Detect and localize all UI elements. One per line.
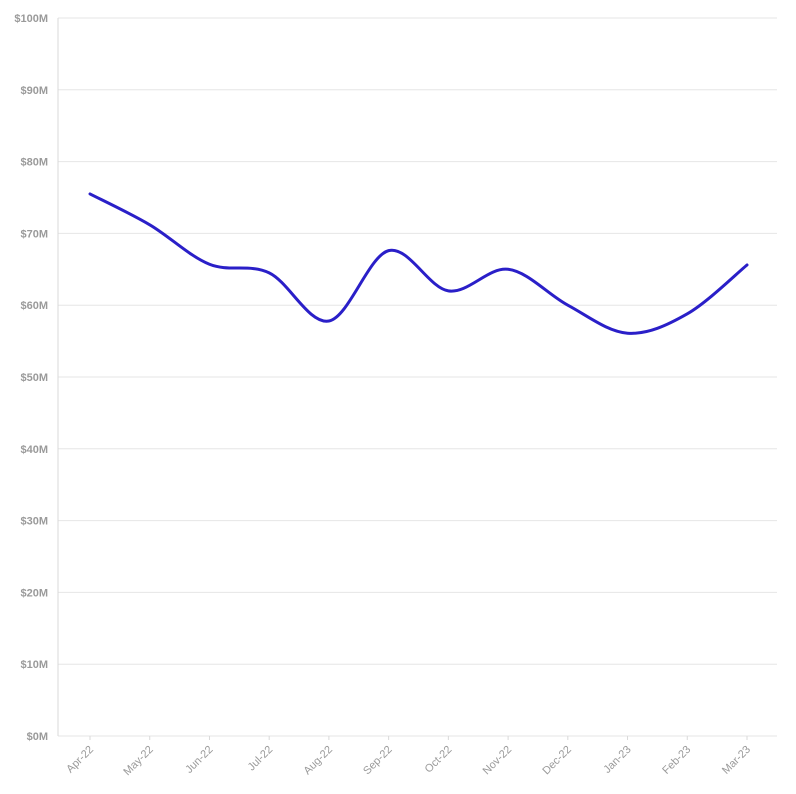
x-tick-label: Feb-23 xyxy=(660,744,693,777)
series-line-0 xyxy=(88,192,749,335)
y-tick-label: $90M xyxy=(20,85,48,97)
x-tick-label: Nov-22 xyxy=(481,744,515,778)
y-tick-label: $0M xyxy=(27,731,48,743)
x-tick-label: Mar-23 xyxy=(720,744,753,777)
y-tick-label: $100M xyxy=(14,13,48,25)
grid-layer xyxy=(57,17,777,737)
y-tick-label: $70M xyxy=(20,228,48,240)
series-layer xyxy=(88,192,749,335)
y-tick-label: $10M xyxy=(20,659,48,671)
x-tick-label: Jan-23 xyxy=(601,744,633,776)
y-axis: $0M $10M $20M $30M $40M $50M $60M $70M $80M $90M $… xyxy=(14,13,48,743)
y-tick-label: $30M xyxy=(20,516,48,528)
y-tick-label: $40M xyxy=(20,444,48,456)
x-tick-label: Jun-22 xyxy=(183,744,215,776)
x-tick-label: Dec-22 xyxy=(540,744,574,778)
x-tick-label: Oct-22 xyxy=(423,744,455,776)
y-tick-label: $20M xyxy=(20,587,48,599)
x-tick-label: Jul-22 xyxy=(246,744,276,774)
x-tick-label: May-22 xyxy=(121,744,155,778)
x-tick-label: Aug-22 xyxy=(301,744,335,778)
y-tick-label: $60M xyxy=(20,300,48,312)
y-tick-label: $80M xyxy=(20,157,48,169)
y-tick-label: $50M xyxy=(20,372,48,384)
x-axis: Apr-22 May-22 Jun-22 Jul-22 Aug-22 Sep-22 Oct-… xyxy=(64,736,753,778)
x-tick-label: Apr-22 xyxy=(64,744,96,776)
x-tick-label: Sep-22 xyxy=(361,744,395,778)
